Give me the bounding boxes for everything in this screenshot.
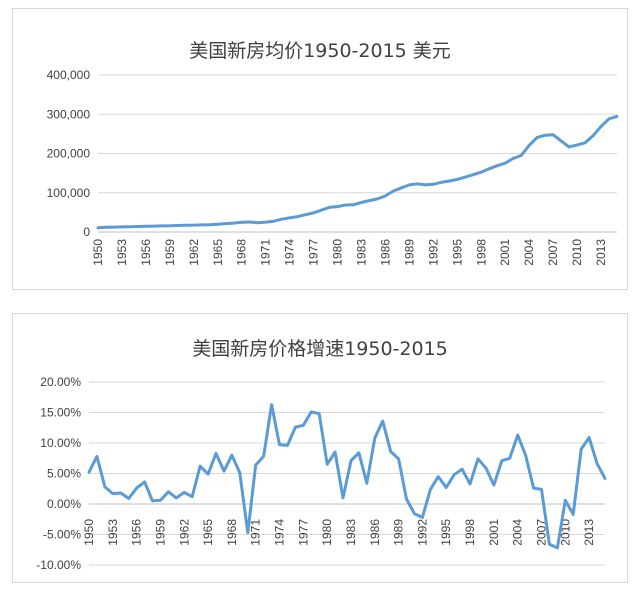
x-tick-label: 1953 <box>115 239 129 266</box>
x-tick-label: 1956 <box>139 239 153 266</box>
x-tick-label: 1953 <box>106 519 120 546</box>
growth-chart: 美国新房价格增速1950-2015 -10.00% -5.00% 0.00% 5.00%… <box>36 338 607 572</box>
x-tick-label: 2007 <box>534 519 548 546</box>
y-tick-label: 100,000 <box>47 186 91 200</box>
x-tick-label: 1974 <box>283 239 297 266</box>
x-tick-label: 1986 <box>368 519 382 546</box>
x-tick-label: 1995 <box>450 239 464 266</box>
x-tick-label: 2013 <box>594 239 608 266</box>
x-tick-label: 1959 <box>153 519 167 546</box>
x-tick-label: 1956 <box>130 519 144 546</box>
x-tick-label: 1950 <box>82 519 96 546</box>
x-tick-label: 1998 <box>463 519 477 546</box>
y-tick-label: 10.00% <box>40 436 81 450</box>
x-tick-label: 1974 <box>273 519 287 546</box>
x-tick-label: 1986 <box>378 239 392 266</box>
y-tick-label: 200,000 <box>47 147 91 161</box>
x-tick-label: 1965 <box>211 239 225 266</box>
x-tick-label: 1971 <box>249 519 263 546</box>
x-tick-label: 1962 <box>177 519 191 546</box>
x-tick-label: 2001 <box>498 239 512 266</box>
y-tick-label: 5.00% <box>47 467 81 481</box>
x-tick-label: 1968 <box>225 519 239 546</box>
y-tick-label: 0.00% <box>47 497 81 511</box>
x-tick-label: 1959 <box>163 239 177 266</box>
x-tick-label: 1998 <box>474 239 488 266</box>
x-tick-label: 1950 <box>91 239 105 266</box>
series-line <box>87 403 607 550</box>
x-tick-label: 1980 <box>320 519 334 546</box>
x-tick-label: 1995 <box>439 519 453 546</box>
x-axis: 1950 1953 1956 1959 1962 1965 1968 1971 1974 1977… <box>82 519 596 546</box>
x-tick-label: 1980 <box>331 239 345 266</box>
y-tick-label: -10.00% <box>36 558 81 572</box>
y-tick-label: 300,000 <box>47 107 91 121</box>
x-tick-label: 2004 <box>522 239 536 266</box>
x-tick-label: 1989 <box>402 239 416 266</box>
x-tick-label: 1977 <box>307 239 321 266</box>
y-tick-label: 0 <box>83 225 90 239</box>
chart-title: 美国新房价格增速1950-2015 <box>192 338 448 360</box>
x-tick-label: 1989 <box>392 519 406 546</box>
x-tick-label: 2010 <box>570 239 584 266</box>
y-tick-label: 20.00% <box>40 375 81 389</box>
x-tick-label: 1968 <box>235 239 249 266</box>
series-line <box>96 115 619 230</box>
x-tick-label: 1992 <box>426 239 440 266</box>
x-tick-label: 2007 <box>546 239 560 266</box>
x-tick-label: 1965 <box>201 519 215 546</box>
price-chart: 美国新房均价1950-2015 美元 0 100,000 200,000 300,000… <box>47 40 619 266</box>
chart-title: 美国新房均价1950-2015 美元 <box>189 40 451 62</box>
y-axis: 0 100,000 200,000 300,000 400,000 <box>47 68 617 239</box>
x-tick-label: 1977 <box>296 519 310 546</box>
x-tick-label: 1962 <box>187 239 201 266</box>
y-tick-label: -5.00% <box>43 528 81 542</box>
y-axis: -10.00% -5.00% 0.00% 5.00% 10.00% 15.00% 20.00… <box>36 375 605 572</box>
x-tick-label: 1971 <box>259 239 273 266</box>
growth-chart-panel: 美国新房价格增速1950-2015 -10.00% -5.00% 0.00% 5.00%… <box>12 313 628 583</box>
y-tick-label: 400,000 <box>47 68 91 82</box>
x-tick-label: 1983 <box>354 239 368 266</box>
price-chart-panel: 美国新房均价1950-2015 美元 0 100,000 200,000 300,000… <box>12 8 628 290</box>
x-axis: 1950 1953 1956 1959 1962 1965 1968 1971 1974 1977… <box>91 239 608 266</box>
x-tick-label: 1992 <box>415 519 429 546</box>
x-tick-label: 1983 <box>344 519 358 546</box>
y-tick-label: 15.00% <box>40 406 81 420</box>
x-tick-label: 2004 <box>511 519 525 546</box>
x-tick-label: 2001 <box>487 519 501 546</box>
x-tick-label: 2013 <box>582 519 596 546</box>
